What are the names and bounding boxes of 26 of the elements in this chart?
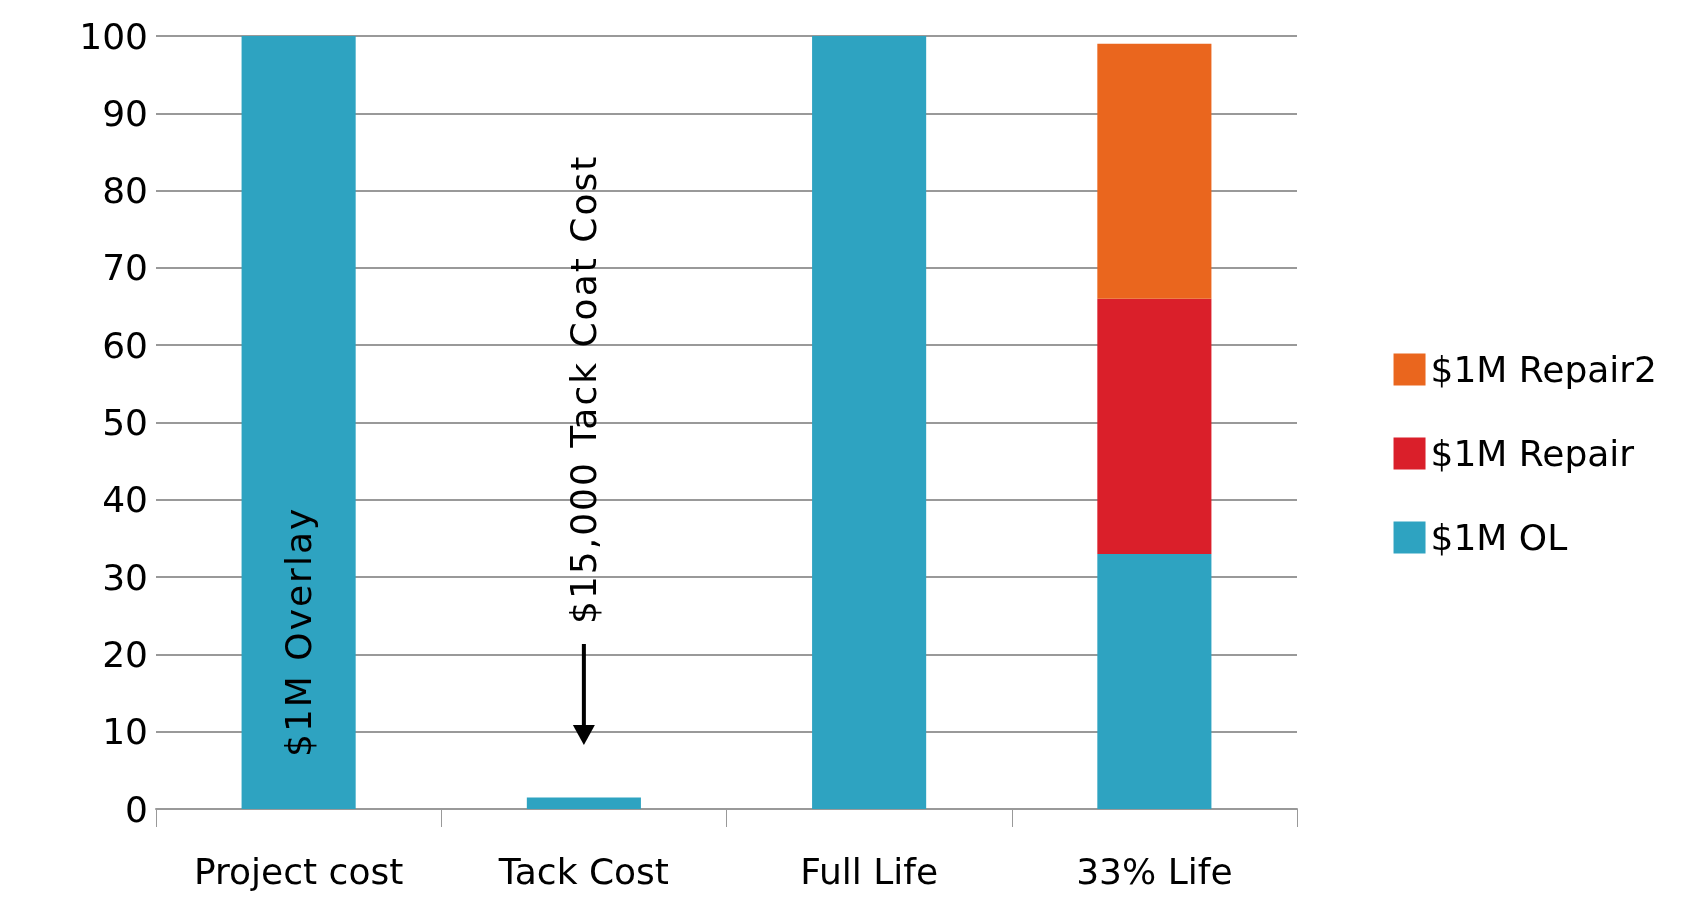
- x-tick-label: Project cost: [193, 850, 404, 892]
- x-tick-label: Tack Cost: [497, 850, 669, 892]
- legend-label: $1M OL: [1430, 517, 1568, 558]
- x-tick-label: 33% Life: [1076, 850, 1233, 892]
- bar: [526, 797, 641, 809]
- y-tick-label: 20: [102, 633, 148, 675]
- y-tick-label: 30: [102, 556, 148, 598]
- y-tick-label: 40: [102, 479, 148, 521]
- bar: [812, 36, 927, 809]
- y-tick-label: 60: [102, 324, 148, 366]
- x-tick-label: Full Life: [800, 850, 939, 892]
- y-tick-label: 100: [79, 15, 148, 57]
- y-tick-label: 80: [102, 170, 148, 212]
- y-tick-label: 50: [102, 402, 148, 443]
- bar: [1097, 43, 1212, 299]
- annotation: $1M Overlay: [277, 506, 319, 757]
- bar: [1097, 553, 1212, 809]
- legend-label: $1M Repair: [1430, 433, 1635, 474]
- y-tick-label: 90: [102, 92, 148, 134]
- y-tick-label: 70: [102, 247, 148, 289]
- legend-label: $1M Repair2: [1430, 349, 1658, 390]
- annotation: $15,000 Tack Coat Cost: [562, 154, 604, 624]
- y-tick-label: 10: [102, 711, 148, 753]
- y-tick-label: 0: [125, 788, 148, 830]
- bar: [241, 36, 356, 809]
- bar: [1097, 298, 1212, 554]
